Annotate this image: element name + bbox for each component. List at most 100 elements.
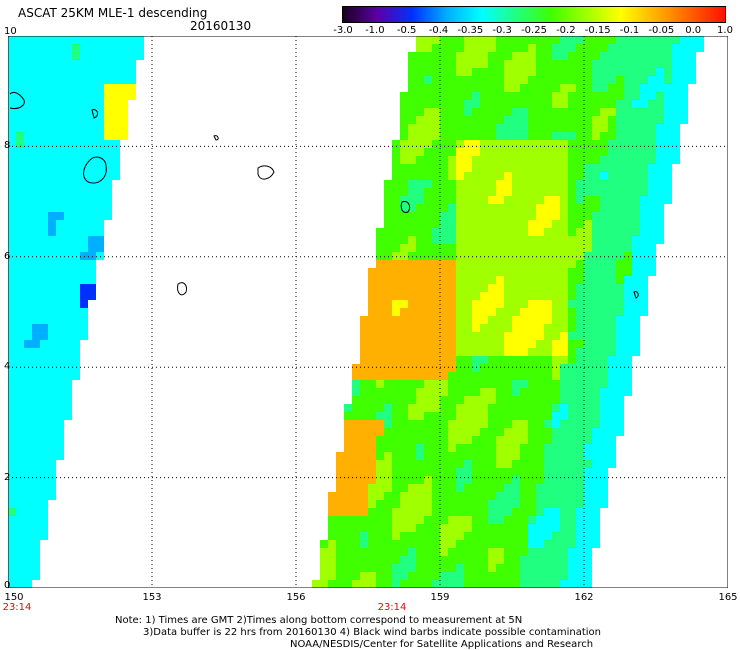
swath-cell	[32, 244, 40, 252]
swath-cell	[368, 292, 376, 300]
swath-cell	[360, 524, 368, 532]
swath-cell	[560, 436, 568, 444]
swath-cell	[456, 212, 464, 220]
swath-cell	[344, 444, 352, 452]
swath-cell	[560, 44, 568, 52]
swath-cell	[40, 420, 48, 428]
swath-cell	[608, 68, 616, 76]
swath-cell	[432, 140, 440, 148]
swath-cell	[408, 324, 416, 332]
swath-cell	[88, 172, 96, 180]
swath-cell	[552, 380, 560, 388]
swath-cell	[408, 148, 416, 156]
swath-cell	[8, 260, 16, 268]
swath-cell	[16, 444, 24, 452]
swath-cell	[672, 52, 680, 60]
swath-cell	[472, 308, 480, 316]
swath-cell	[488, 580, 496, 588]
swath-cell	[440, 204, 448, 212]
swath-cell	[576, 252, 584, 260]
swath-cell	[424, 564, 432, 572]
swath-cell	[56, 396, 64, 404]
swath-cell	[456, 460, 464, 468]
swath-cell	[112, 156, 120, 164]
swath-cell	[512, 532, 520, 540]
swath-cell	[96, 52, 104, 60]
swath-cell	[584, 76, 592, 84]
swath-cell	[640, 92, 648, 100]
swath-cell	[16, 124, 24, 132]
swath-cell	[464, 388, 472, 396]
swath-cell	[648, 92, 656, 100]
swath-cell	[72, 372, 80, 380]
swath-cell	[440, 500, 448, 508]
swath-cell	[584, 428, 592, 436]
swath-cell	[64, 100, 72, 108]
swath-cell	[528, 332, 536, 340]
swath-cell	[576, 52, 584, 60]
swath-cell	[56, 36, 64, 44]
swath-cell	[456, 580, 464, 588]
swath-cell	[24, 252, 32, 260]
swath-cell	[560, 492, 568, 500]
swath-cell	[472, 428, 480, 436]
swath-cell	[8, 268, 16, 276]
swath-cell	[344, 412, 352, 420]
swath-cell	[576, 60, 584, 68]
swath-cell	[592, 452, 600, 460]
swath-cell	[584, 132, 592, 140]
swath-cell	[8, 460, 16, 468]
swath-cell	[416, 372, 424, 380]
swath-cell	[576, 548, 584, 556]
swath-cell	[400, 204, 408, 212]
swath-cell	[600, 52, 608, 60]
swath-cell	[344, 404, 352, 412]
swath-cell	[88, 212, 96, 220]
swath-cell	[376, 324, 384, 332]
swath-cell	[648, 228, 656, 236]
swath-cell	[56, 444, 64, 452]
swath-cell	[376, 484, 384, 492]
swath-cell	[392, 420, 400, 428]
swath-cell	[416, 476, 424, 484]
swath-cell	[536, 484, 544, 492]
swath-cell	[328, 524, 336, 532]
swath-cell	[584, 236, 592, 244]
swath-cell	[400, 364, 408, 372]
swath-cell	[16, 324, 24, 332]
swath-cell	[104, 148, 112, 156]
swath-cell	[456, 396, 464, 404]
color-scale-tick-label: -0.35	[457, 25, 484, 36]
swath-cell	[72, 124, 80, 132]
swath-cell	[568, 508, 576, 516]
swath-cell	[600, 364, 608, 372]
swath-cell	[600, 308, 608, 316]
swath-cell	[496, 412, 504, 420]
swath-cell	[408, 420, 416, 428]
swath-cell	[48, 52, 56, 60]
swath-cell	[584, 332, 592, 340]
swath-cell	[376, 412, 384, 420]
swath-cell	[64, 252, 72, 260]
swath-cell	[8, 548, 16, 556]
swath-cell	[80, 268, 88, 276]
swath-cell	[56, 260, 64, 268]
swath-cell	[360, 572, 368, 580]
swath-cell	[544, 108, 552, 116]
swath-cell	[560, 452, 568, 460]
swath-cell	[488, 516, 496, 524]
swath-cell	[8, 164, 16, 172]
swath-cell	[64, 36, 72, 44]
swath-cell	[448, 140, 456, 148]
swath-cell	[440, 244, 448, 252]
swath-cell	[448, 532, 456, 540]
swath-cell	[488, 508, 496, 516]
swath-cell	[496, 580, 504, 588]
swath-cell	[72, 236, 80, 244]
swath-cell	[360, 332, 368, 340]
swath-cell	[352, 468, 360, 476]
swath-cell	[416, 356, 424, 364]
swath-cell	[376, 244, 384, 252]
swath-cell	[64, 228, 72, 236]
swath-cell	[448, 44, 456, 52]
